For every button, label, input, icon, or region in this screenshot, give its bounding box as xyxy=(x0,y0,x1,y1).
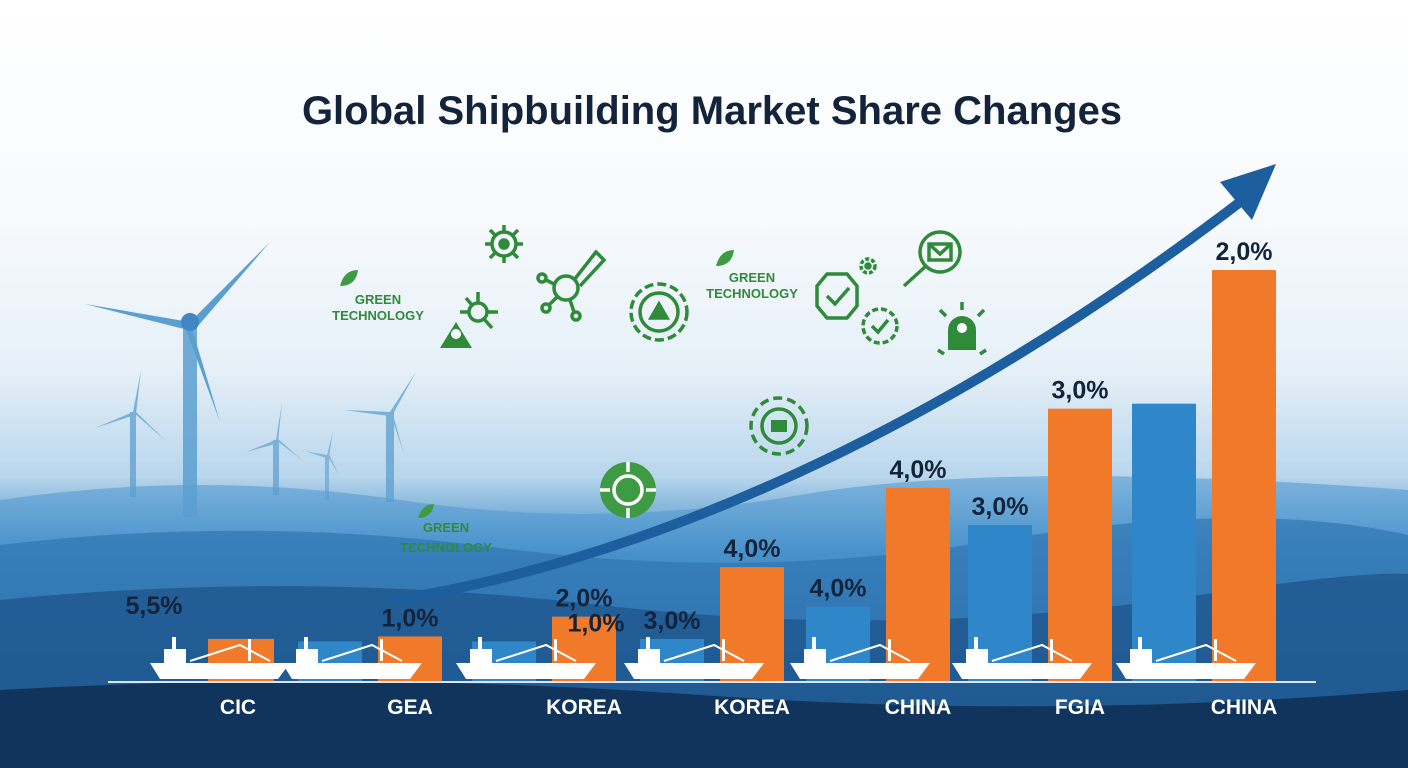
category-label: KOREA xyxy=(714,696,790,719)
eco-person-icon xyxy=(440,322,472,348)
svg-text:TECHNOLOGY: TECHNOLOGY xyxy=(400,540,492,555)
data-label: 2,0% xyxy=(1216,238,1273,266)
data-label: 3,0% xyxy=(972,493,1029,521)
bar xyxy=(1048,408,1112,681)
data-label: 1,0% xyxy=(382,604,439,632)
wind-turbine-icon xyxy=(85,242,416,517)
category-label: KOREA xyxy=(546,696,622,719)
green-badge: GREEN TECHNOLOGY xyxy=(706,250,798,301)
data-label: 3,0% xyxy=(1052,377,1109,405)
category-label: CIC xyxy=(220,696,256,719)
bar xyxy=(1132,403,1196,681)
bar xyxy=(886,487,950,681)
data-label: 1,0% xyxy=(568,609,625,637)
category-label: FGIA xyxy=(1055,696,1105,719)
data-label: 4,0% xyxy=(724,535,781,563)
ship-icon xyxy=(952,637,1092,679)
gear-small-icon xyxy=(859,257,877,275)
data-label: 3,0% xyxy=(644,607,701,635)
svg-text:TECHNOLOGY: TECHNOLOGY xyxy=(332,308,424,323)
chart-title: Global Shipbuilding Market Share Changes xyxy=(302,89,1122,133)
green-icons xyxy=(440,225,987,518)
data-labels: 5,5% 1,0%2,0%1,0%4,0%3,0%4,0%4,0%3,0%3,0%… xyxy=(126,238,1273,637)
ship-icon xyxy=(790,637,930,679)
category-label: CHINA xyxy=(885,696,952,719)
data-label: 4,0% xyxy=(810,575,867,603)
check-circle-icon xyxy=(861,307,899,345)
target-icon xyxy=(600,462,656,518)
bars xyxy=(208,270,1276,681)
check-shield-icon xyxy=(815,272,859,320)
svg-text:GREEN: GREEN xyxy=(355,292,401,307)
category-label: GEA xyxy=(387,696,433,719)
ship-icon xyxy=(456,637,596,679)
trend-arrow-icon xyxy=(390,164,1276,605)
sea-background xyxy=(0,476,1408,768)
svg-text:TECHNOLOGY: TECHNOLOGY xyxy=(706,286,798,301)
nodes-pen-icon xyxy=(536,249,607,322)
data-label: 5,5% xyxy=(126,592,183,620)
bar xyxy=(720,567,784,681)
eco-badge-icon xyxy=(749,396,809,456)
eco-worker-icon xyxy=(937,302,987,356)
category-label: CHINA xyxy=(1211,696,1278,719)
green-badge: GREEN TECHNOLOGY xyxy=(332,270,424,323)
data-label: 4,0% xyxy=(890,456,947,484)
data-label: 2,0% xyxy=(556,585,613,613)
svg-text:GREEN: GREEN xyxy=(729,270,775,285)
category-labels: CIC GEA KOREA KOREA CHINA FGIA CHINA xyxy=(220,696,1277,719)
network-icon xyxy=(460,292,498,330)
ships xyxy=(150,637,1256,679)
magnifier-mail-icon xyxy=(902,230,962,288)
bar xyxy=(1212,270,1276,681)
recycle-gear-icon xyxy=(629,282,689,342)
green-badge: GREEN TECHNOLOGY xyxy=(400,504,492,555)
ship-icon xyxy=(624,637,764,679)
ship-icon xyxy=(150,637,290,679)
ship-icon xyxy=(1116,637,1256,679)
svg-text:GREEN: GREEN xyxy=(423,520,469,535)
virus-icon xyxy=(485,225,523,263)
ship-icon xyxy=(282,637,422,679)
